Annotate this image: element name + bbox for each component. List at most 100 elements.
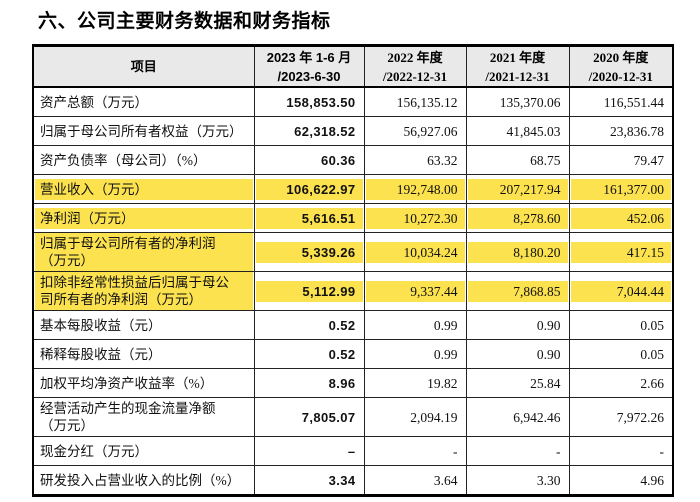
row-label-cell: 资产总额（万元） [32,86,255,117]
value-text: 79.47 [633,152,664,168]
value-text: 3.34 [328,472,356,488]
value-cell: 3.64 [363,465,467,496]
row-label-text: 归属于母公司所有者权益（万元） [40,123,243,139]
value-text: 0.05 [640,346,664,362]
value-text: 68.75 [530,152,561,168]
table-row: 净利润（万元） 5,616.51 10,272.30 8,278.60 452.06 [32,203,674,233]
value-text: 41,845.03 [506,123,561,139]
value-cell: 62,318.52 [253,116,365,146]
row-label-text: 加权平均净资产收益率（%） [40,375,214,391]
row-label-cell: 现金分红（万元） [32,436,255,466]
value-text: 0.05 [640,317,664,333]
value-text: 10,034.24 [365,241,465,263]
value-cell: 135,370.06 [465,86,570,117]
value-cell: 7,868.85 [465,271,570,311]
value-text: 63.32 [427,152,458,168]
value-text: – [347,443,356,459]
row-label-text: 归属于母公司所有者的净利润（万元） [35,233,253,271]
value-cell: 60.36 [253,145,365,175]
row-label-text: 资产总额（万元） [40,94,148,110]
value-text: 5,112.99 [255,280,363,302]
row-label-cell: 营业收入（万元） [32,174,255,204]
value-text: 19.82 [427,375,458,391]
value-cell: 5,112.99 [253,271,365,311]
value-cell: 8,278.60 [465,203,570,233]
value-cell: 0.05 [568,339,674,369]
value-cell: 0.52 [253,310,365,340]
value-cell: 417.15 [568,232,674,272]
value-cell: 10,034.24 [363,232,467,272]
value-text: 156,135.12 [396,94,458,110]
row-label-text: 经营活动产生的现金流量净额（万元） [40,401,216,433]
header-line1: 2022 年度 [387,49,443,65]
value-text: 9,337.44 [365,280,465,302]
table-row: 营业收入（万元） 106,622.97 192,748.00 207,217.94 16… [32,174,674,204]
value-text: 106,622.97 [255,178,363,200]
value-text: 6,942.46 [513,409,561,425]
value-cell: 3.34 [253,465,365,496]
value-text: 5,616.51 [255,207,363,229]
value-text: 62,318.52 [294,123,356,139]
row-label-cell: 基本每股收益（元） [32,310,255,340]
value-cell: 8.96 [253,368,365,398]
row-label-text: 扣除非经常性损益后归属于母公司所有者的净利润（万元） [35,272,253,310]
value-cell: - [363,436,467,466]
value-cell: 56,927.06 [363,116,467,146]
value-cell: - [568,436,674,466]
row-label-cell: 扣除非经常性损益后归属于母公司所有者的净利润（万元） [32,271,255,311]
value-text: 2,094.19 [410,409,458,425]
value-text: 0.52 [328,346,356,362]
value-text: 3.30 [536,472,561,488]
column-header-item: 项目 [32,45,255,88]
value-text: 25.84 [530,375,561,391]
table-row: 资产负债率（母公司）（%） 60.36 63.32 68.75 79.47 [32,145,674,175]
value-cell: 0.52 [253,339,365,369]
value-cell: 79.47 [568,145,674,175]
value-cell: 452.06 [568,203,674,233]
value-cell: 5,339.26 [253,232,365,272]
column-header-period-1: 2023 年 1-6 月/2023-6-30 [253,45,365,88]
value-text: 7,868.85 [467,280,568,302]
value-cell: 158,853.50 [253,86,365,117]
row-label-text: 稀释每股收益（元） [40,346,162,362]
value-cell: 7,805.07 [253,397,365,437]
value-text: 7,805.07 [301,409,356,425]
value-cell: 5,616.51 [253,203,365,233]
row-label-cell: 资产负债率（母公司）（%） [32,145,255,175]
row-label-text: 营业收入（万元） [35,178,253,200]
value-cell: 9,337.44 [363,271,467,311]
value-cell: 2.66 [568,368,674,398]
section-title: 六、公司主要财务数据和财务指标 [38,11,331,32]
value-text: 452.06 [570,207,671,229]
value-cell: - [465,436,570,466]
value-cell: 0.90 [465,339,570,369]
table-row: 现金分红（万元） – - - - [32,436,674,466]
value-cell: 41,845.03 [465,116,570,146]
value-cell: 19.82 [363,368,467,398]
value-cell: 23,836.78 [568,116,674,146]
value-text: 8.96 [328,375,356,391]
row-label-text: 资产负债率（母公司）（%） [40,152,207,168]
row-label-cell: 经营活动产生的现金流量净额（万元） [32,397,255,437]
header-line1: 2023 年 1-6 月 [266,49,352,65]
row-label-text: 基本每股收益（元） [40,317,162,333]
table-row: 扣除非经常性损益后归属于母公司所有者的净利润（万元） 5,112.99 9,337.… [32,271,674,311]
table-header-row: 项目 2023 年 1-6 月/2023-6-30 2022 年度/2022-12-… [32,45,674,88]
table-body: 资产总额（万元） 158,853.50 156,135.12 135,370.06 11… [32,86,674,496]
value-cell: 207,217.94 [465,174,570,204]
value-text: 5,339.26 [255,241,363,263]
value-text: 60.36 [320,152,356,168]
value-text: 0.52 [328,317,356,333]
table-row: 基本每股收益（元） 0.52 0.99 0.90 0.05 [32,310,674,340]
value-cell: 116,551.44 [568,86,674,117]
value-cell: 0.90 [465,310,570,340]
value-cell: 25.84 [465,368,570,398]
header-line2: /2021-12-31 [485,68,550,84]
value-text: 56,927.06 [403,123,458,139]
value-text: 116,551.44 [603,94,664,110]
table-row: 稀释每股收益（元） 0.52 0.99 0.90 0.05 [32,339,674,369]
header-line2: /2020-12-31 [588,68,653,84]
value-cell: 161,377.00 [568,174,674,204]
row-label-text: 现金分红（万元） [40,443,148,459]
